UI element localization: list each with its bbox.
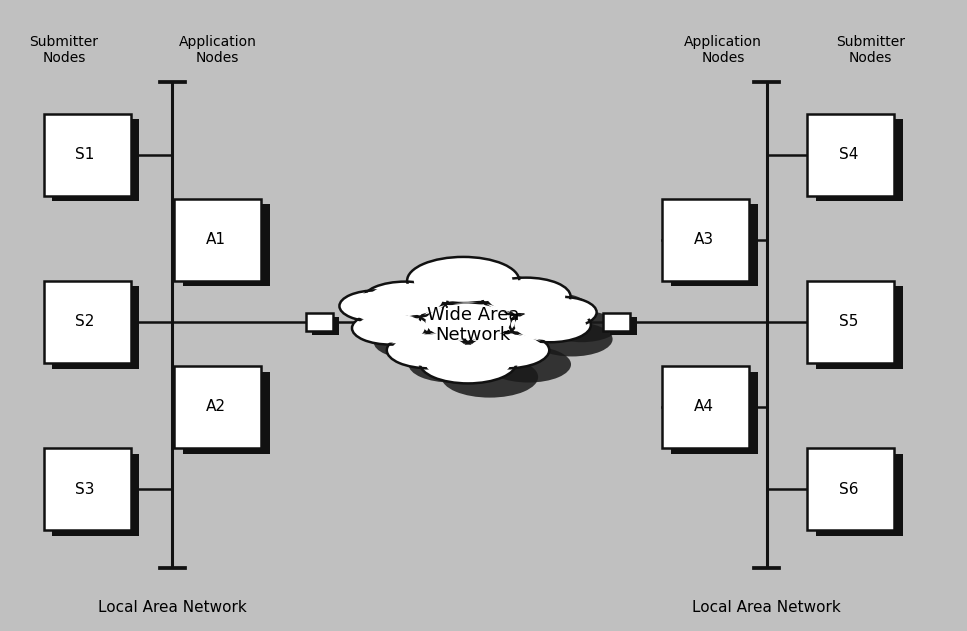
- Text: Local Area Network: Local Area Network: [692, 599, 841, 615]
- Text: A1: A1: [206, 232, 225, 247]
- Ellipse shape: [510, 308, 591, 342]
- Text: Submitter
Nodes: Submitter Nodes: [835, 35, 905, 65]
- FancyBboxPatch shape: [807, 281, 894, 363]
- Ellipse shape: [385, 296, 470, 332]
- Text: S1: S1: [75, 147, 95, 162]
- Ellipse shape: [414, 260, 513, 302]
- Text: S3: S3: [75, 481, 95, 497]
- FancyBboxPatch shape: [174, 366, 261, 448]
- FancyBboxPatch shape: [174, 199, 261, 281]
- FancyBboxPatch shape: [807, 448, 894, 530]
- Text: S5: S5: [839, 314, 859, 329]
- Text: S4: S4: [839, 147, 859, 162]
- FancyBboxPatch shape: [52, 119, 139, 201]
- FancyBboxPatch shape: [662, 199, 749, 281]
- Ellipse shape: [373, 326, 451, 359]
- FancyBboxPatch shape: [183, 204, 270, 286]
- FancyBboxPatch shape: [52, 286, 139, 369]
- Text: Application
Nodes: Application Nodes: [685, 35, 762, 65]
- Ellipse shape: [482, 278, 571, 316]
- Ellipse shape: [523, 297, 597, 328]
- Ellipse shape: [441, 316, 538, 357]
- Ellipse shape: [420, 342, 516, 384]
- Ellipse shape: [362, 305, 435, 336]
- Text: Submitter
Nodes: Submitter Nodes: [29, 35, 99, 65]
- FancyBboxPatch shape: [306, 313, 333, 331]
- Text: A4: A4: [694, 399, 714, 415]
- FancyBboxPatch shape: [816, 119, 903, 201]
- FancyBboxPatch shape: [609, 317, 636, 334]
- Ellipse shape: [420, 301, 516, 343]
- Text: S6: S6: [839, 481, 859, 497]
- Text: Wide Area
Network: Wide Area Network: [426, 305, 519, 345]
- Ellipse shape: [425, 345, 511, 381]
- Text: Application
Nodes: Application Nodes: [179, 35, 256, 65]
- Ellipse shape: [428, 271, 542, 319]
- Ellipse shape: [407, 257, 519, 305]
- Text: A3: A3: [694, 232, 714, 247]
- Ellipse shape: [464, 332, 549, 369]
- FancyBboxPatch shape: [603, 313, 630, 331]
- Ellipse shape: [392, 334, 467, 366]
- Ellipse shape: [531, 322, 613, 357]
- FancyBboxPatch shape: [671, 204, 758, 286]
- FancyBboxPatch shape: [816, 454, 903, 536]
- FancyBboxPatch shape: [44, 448, 131, 530]
- Ellipse shape: [487, 280, 565, 313]
- FancyBboxPatch shape: [671, 372, 758, 454]
- Text: Local Area Network: Local Area Network: [98, 599, 247, 615]
- FancyBboxPatch shape: [183, 372, 270, 454]
- Ellipse shape: [504, 292, 592, 330]
- Ellipse shape: [528, 298, 592, 326]
- Ellipse shape: [352, 312, 429, 345]
- Ellipse shape: [441, 357, 538, 398]
- Ellipse shape: [367, 284, 443, 316]
- FancyBboxPatch shape: [807, 114, 894, 196]
- FancyBboxPatch shape: [311, 317, 338, 334]
- Ellipse shape: [339, 290, 413, 322]
- Text: S2: S2: [75, 314, 95, 329]
- FancyBboxPatch shape: [52, 454, 139, 536]
- Ellipse shape: [387, 332, 472, 369]
- Ellipse shape: [409, 346, 494, 382]
- Ellipse shape: [357, 314, 425, 343]
- Ellipse shape: [363, 281, 448, 318]
- FancyBboxPatch shape: [662, 366, 749, 448]
- Ellipse shape: [344, 292, 408, 320]
- Ellipse shape: [425, 304, 511, 340]
- Ellipse shape: [469, 334, 544, 366]
- Text: A2: A2: [206, 399, 225, 415]
- FancyBboxPatch shape: [44, 114, 131, 196]
- FancyBboxPatch shape: [816, 286, 903, 369]
- FancyBboxPatch shape: [44, 281, 131, 363]
- Ellipse shape: [514, 310, 586, 340]
- Ellipse shape: [545, 311, 619, 342]
- Ellipse shape: [486, 346, 571, 382]
